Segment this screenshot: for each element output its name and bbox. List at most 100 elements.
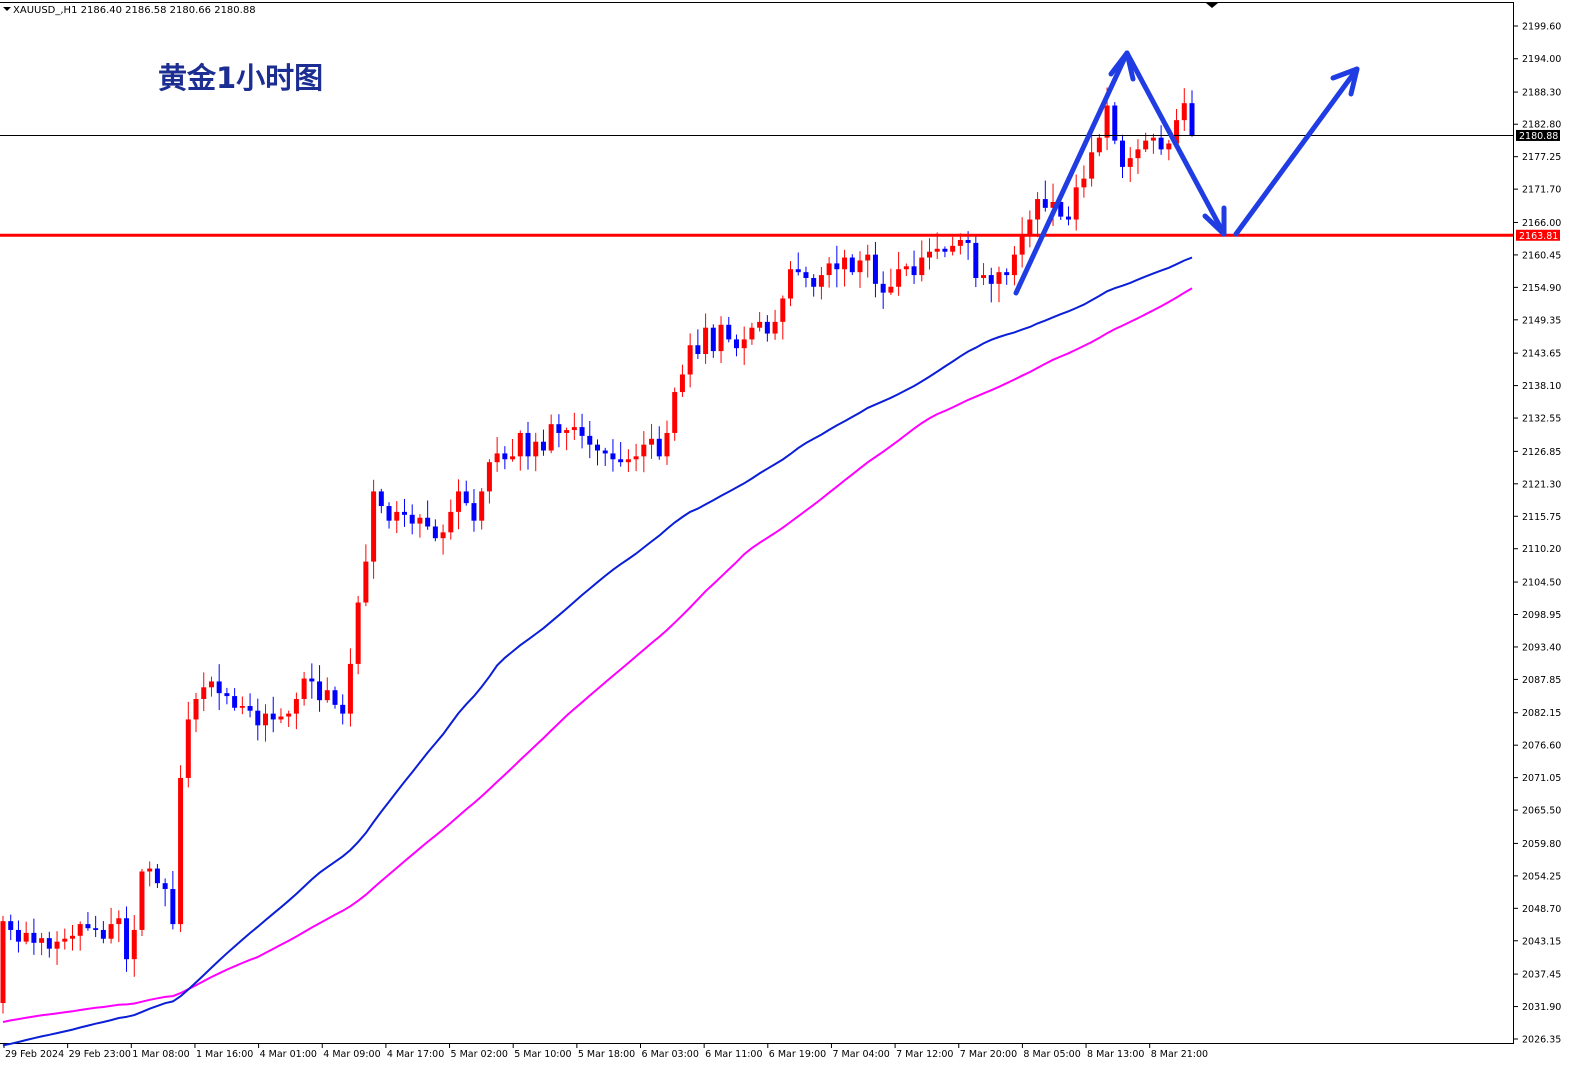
candle-body (54, 941, 60, 949)
time-tick-label: 7 Mar 20:00 (960, 1049, 1017, 1060)
candle-body (656, 438, 662, 457)
candle-body (548, 424, 554, 451)
candle-body (147, 868, 153, 872)
price-axis[interactable]: 2199.60 2194.00 2188.30 2182.80 2177.25 2171.… (1513, 22, 1561, 1046)
candle-body (857, 260, 863, 273)
candle-body (1120, 140, 1126, 167)
candle-body (394, 511, 400, 521)
price-tick-label: 2166.00 (1522, 218, 1561, 229)
support-price-label: 2163.81 (1519, 231, 1558, 242)
candle-body (1096, 137, 1102, 153)
candle-body (479, 491, 485, 521)
candle-body (486, 462, 492, 492)
candle-body (378, 491, 384, 507)
candle-body (934, 248, 940, 252)
candle-body (1058, 201, 1064, 217)
candle-body (919, 257, 925, 276)
time-tick-label: 7 Mar 12:00 (896, 1049, 953, 1060)
candle-body (780, 298, 786, 322)
candle-body (533, 441, 539, 457)
candle-body (540, 441, 546, 451)
candle-body (456, 491, 462, 512)
candle-body (926, 251, 932, 258)
candle-body (448, 511, 454, 533)
price-tick-label: 2154.90 (1522, 283, 1561, 294)
candle-body (263, 713, 269, 726)
candle-body (664, 432, 670, 457)
time-tick-label: 6 Mar 03:00 (642, 1049, 699, 1060)
time-tick-label: 4 Mar 17:00 (387, 1049, 444, 1060)
candle-body (355, 602, 361, 664)
candle-body (1158, 137, 1164, 150)
symbol-info-label: XAUUSD_,H1 2186.40 2186.58 2180.66 2180.… (13, 5, 256, 16)
candle-body (386, 506, 392, 521)
candle-body (772, 321, 778, 334)
candle-body (988, 275, 994, 284)
candle-body (347, 663, 353, 714)
candle-body (463, 491, 469, 504)
price-tick-label: 2104.50 (1522, 578, 1561, 589)
candle-body (679, 374, 685, 393)
candle-body (795, 269, 801, 273)
candle-body (1035, 199, 1041, 220)
candle-body (69, 935, 75, 939)
candle-body (324, 690, 330, 701)
price-tick-label: 2071.05 (1522, 773, 1561, 784)
candle-body (733, 339, 739, 349)
candle-body (193, 698, 199, 720)
moving-averages (2, 256, 1193, 1047)
candle-body (232, 696, 238, 708)
time-tick-label: 8 Mar 13:00 (1087, 1049, 1144, 1060)
candle-body (154, 868, 160, 884)
candle-body (401, 511, 407, 515)
candle-body (1011, 254, 1017, 276)
candle-body (517, 432, 523, 457)
candle-body (826, 263, 832, 276)
candle-body (208, 681, 214, 688)
candle-body (880, 283, 886, 293)
time-tick-label: 29 Feb 23:00 (69, 1049, 131, 1060)
candle-body (710, 327, 716, 352)
candle-body (100, 929, 106, 939)
candle-body (849, 257, 855, 273)
candle-body (270, 713, 276, 720)
candle-body (317, 681, 323, 701)
price-tick-label: 2194.00 (1522, 54, 1561, 65)
candle-body (293, 698, 299, 714)
candle-body (1181, 103, 1187, 121)
price-tick-label: 2171.70 (1522, 185, 1561, 196)
time-tick-label: 5 Mar 10:00 (514, 1049, 571, 1060)
candle-body (888, 286, 894, 293)
candle-body (749, 327, 755, 340)
candle-body (170, 889, 176, 925)
candle-body (842, 257, 848, 270)
candle-body (1042, 199, 1048, 208)
price-tick-label: 2093.40 (1522, 642, 1561, 653)
symbol-dropdown-icon[interactable] (3, 7, 11, 11)
candle-body (973, 242, 979, 279)
candle-body (556, 424, 562, 433)
time-tick-label: 5 Mar 18:00 (578, 1049, 635, 1060)
candle-body (301, 678, 307, 699)
candle-body (409, 514, 415, 524)
candle-body (1143, 140, 1149, 150)
candle-body (718, 324, 724, 352)
candle-body (981, 275, 987, 279)
candle-body (872, 254, 878, 284)
candle-body (286, 713, 292, 717)
candle-body (471, 503, 477, 521)
candle-body (896, 269, 902, 287)
candle-body (23, 932, 29, 942)
candle-body (1027, 219, 1033, 235)
candle-body (1004, 272, 1010, 276)
current-price-flag (1516, 129, 1560, 141)
candle-body (278, 716, 284, 720)
candle-body (85, 924, 91, 929)
candle-body (340, 704, 346, 714)
time-axis[interactable]: 29 Feb 2024 29 Feb 23:00 1 Mar 08:00 1 Mar … (3, 1043, 1208, 1060)
price-tick-label: 2043.15 (1522, 936, 1561, 947)
candle-body (726, 324, 732, 340)
fast-ma-line (2, 256, 1193, 1047)
